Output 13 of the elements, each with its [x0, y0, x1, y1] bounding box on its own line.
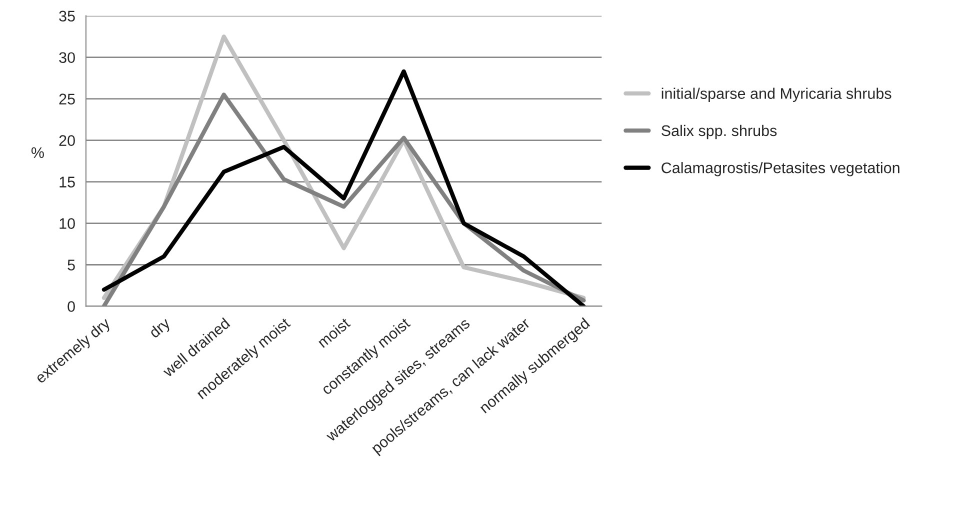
y-tick-label: 25 [59, 94, 75, 104]
y-axis-title: % [31, 147, 44, 158]
y-tick-label: 30 [59, 52, 75, 64]
y-tick-label: 5 [68, 260, 75, 270]
y-tick-label: 35 [59, 10, 75, 22]
y-tick-label: 20 [59, 135, 75, 146]
y-tick-label: 15 [60, 176, 75, 188]
y-tick-label: 10 [60, 218, 75, 229]
legend-label: initial/sparse and Myricaria shrubs [662, 88, 892, 102]
x-tick-label: dry [148, 316, 174, 341]
y-tick-label: 0 [68, 301, 75, 312]
legend-label: Salix spp. shrubs [662, 124, 777, 140]
legend-label: Calamagrostis/Petasites vegetation [662, 162, 900, 176]
